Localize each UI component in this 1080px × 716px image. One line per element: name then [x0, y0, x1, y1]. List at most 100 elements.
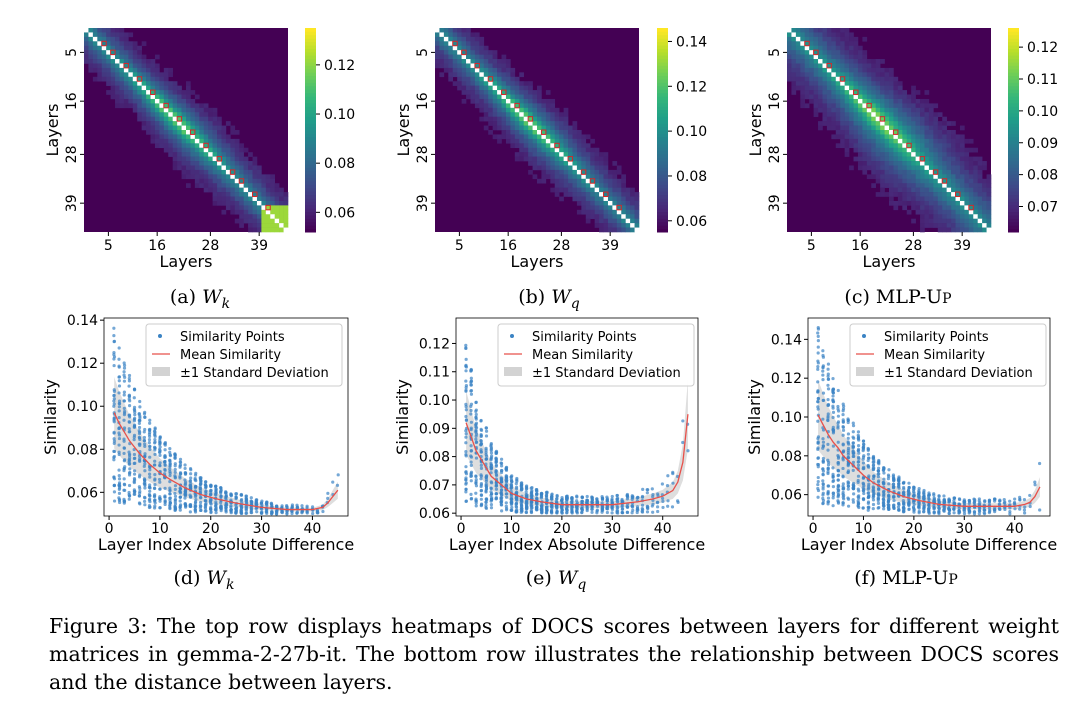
heatmap-cell: [826, 103, 832, 109]
heatmap-cell: [84, 41, 89, 47]
heatmap-cell: [572, 169, 578, 175]
heatmap-cell: [911, 98, 916, 104]
colorbar-segment: [657, 99, 668, 104]
heatmap-cell: [612, 161, 618, 166]
heatmap-cell: [844, 59, 850, 64]
heatmap-cell: [146, 63, 151, 69]
similarity-point: [499, 470, 504, 475]
heatmap-cell: [457, 67, 462, 73]
diagonal-cell: [791, 32, 797, 38]
similarity-point: [255, 510, 259, 514]
heatmap-cell: [239, 147, 244, 153]
heatmap-cell: [168, 98, 173, 104]
heatmap-cell: [977, 196, 983, 202]
colorbar-segment: [305, 208, 316, 213]
similarity-point: [494, 451, 498, 455]
heatmap-cell: [897, 90, 903, 95]
similarity-point: [504, 467, 508, 471]
heatmap-cell: [208, 169, 213, 175]
heatmap-cell: [576, 187, 582, 193]
heatmap-cell: [920, 130, 925, 135]
heatmap-cell: [853, 59, 859, 64]
heatmap-cell: [884, 103, 890, 109]
similarity-point: [464, 435, 468, 439]
similarity-point: [555, 505, 559, 510]
colorbar-segment: [657, 164, 668, 168]
heatmap-cell: [163, 72, 169, 78]
diagonal-cell: [150, 94, 156, 100]
x-tick-label: 28: [904, 238, 922, 254]
legend-label: ±1 Standard Deviation: [532, 366, 681, 381]
heatmap-cell: [871, 59, 876, 64]
heatmap-cell: [466, 45, 471, 51]
heatmap-cell: [492, 107, 498, 113]
heatmap-cell: [497, 107, 502, 113]
heatmap-cell: [875, 125, 881, 131]
heatmap-cell: [893, 178, 899, 184]
heatmap-cell: [880, 81, 885, 86]
heatmap-cell: [942, 156, 947, 162]
heatmap-cell: [915, 178, 921, 184]
heatmap-cell: [239, 200, 244, 206]
diagonal-cell: [982, 223, 987, 228]
heatmap-cell: [212, 143, 218, 149]
heatmap-cell: [461, 85, 467, 91]
heatmap-cell: [866, 90, 872, 95]
heatmap-cell: [150, 121, 156, 126]
similarity-point: [590, 501, 594, 505]
similarity-point: [117, 487, 121, 491]
similarity-point: [127, 450, 131, 454]
diagonal-cell: [88, 32, 94, 38]
heatmap-cell: [510, 125, 516, 131]
heatmap-cell: [840, 116, 845, 122]
similarity-point: [158, 441, 162, 445]
similarity-point: [816, 351, 820, 355]
x-tick-label: 39: [953, 238, 971, 254]
heatmap-cell: [924, 125, 930, 131]
heatmap-cell: [866, 147, 872, 153]
heatmap-cell: [221, 200, 227, 206]
heatmap-cell: [946, 156, 952, 162]
heatmap-cell: [968, 214, 974, 219]
heatmap-cell: [906, 143, 912, 149]
heatmap-cell: [177, 85, 182, 91]
similarity-point: [143, 469, 147, 473]
similarity-point: [290, 511, 294, 516]
heatmap-cell: [159, 121, 165, 126]
heatmap-cell: [902, 178, 908, 184]
heatmap-cell: [194, 112, 200, 117]
similarity-point: [331, 480, 335, 484]
heatmap-cell: [915, 152, 921, 157]
heatmap-cell: [554, 174, 560, 180]
heatmap-cell: [818, 76, 823, 82]
heatmap-cell: [545, 112, 551, 117]
heatmap-cell: [514, 98, 520, 104]
heatmap-cell: [959, 134, 965, 140]
heatmap-cell: [248, 187, 253, 193]
heatmap-cell: [603, 205, 609, 211]
heatmap-cell: [168, 81, 173, 86]
heatmap-cell: [203, 134, 209, 140]
heatmap-cell: [225, 138, 231, 144]
heatmap-cell: [585, 218, 591, 224]
heatmap-cell: [906, 165, 912, 171]
heatmap-cell: [875, 59, 881, 64]
heatmap-cell: [572, 174, 578, 180]
highlight-cell: [919, 156, 925, 162]
heatmap-cell: [804, 50, 810, 55]
similarity-point: [530, 496, 534, 500]
heatmap-cell: [585, 174, 591, 180]
similarity-point: [143, 503, 147, 507]
heatmap-cell: [559, 112, 564, 117]
diagonal-cell: [955, 196, 961, 202]
heatmap-cell: [479, 54, 485, 60]
heatmap-cell: [800, 81, 806, 86]
heatmap-cell: [603, 152, 609, 157]
heatmap-cell: [791, 41, 797, 47]
heatmap-cell: [590, 161, 595, 166]
heatmap-cell: [844, 90, 850, 95]
similarity-point: [534, 506, 539, 510]
heatmap-cell: [937, 214, 943, 219]
heatmap-cell: [541, 98, 547, 104]
heatmap-cell: [594, 183, 600, 188]
